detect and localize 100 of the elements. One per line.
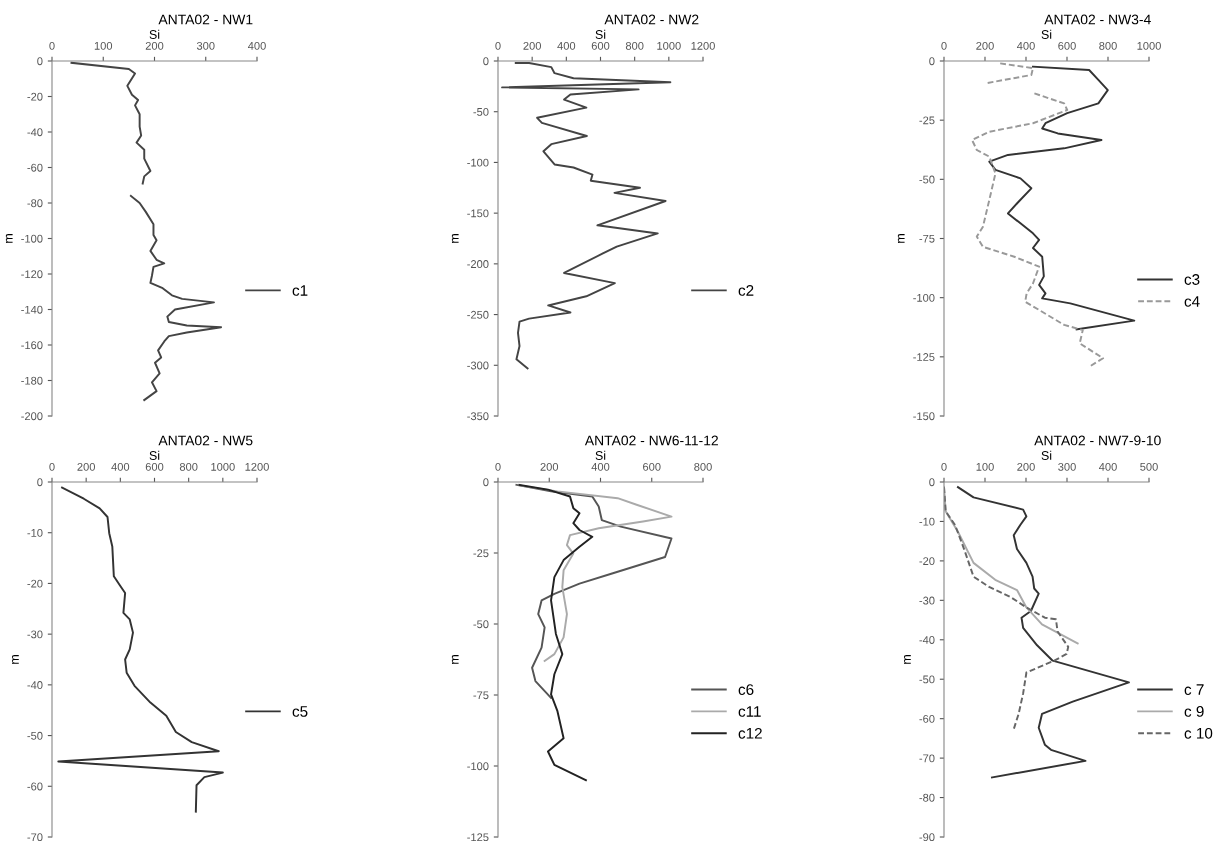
x-tick-label: 400 bbox=[247, 41, 266, 50]
y-tick-label: -100 bbox=[467, 762, 489, 771]
y-tick-label: 0 bbox=[929, 57, 935, 66]
x-tick-label: 600 bbox=[643, 462, 661, 471]
x-tick-label: 200 bbox=[523, 41, 541, 50]
legend-label: c12 bbox=[738, 727, 762, 739]
y-tick-label: -100 bbox=[21, 234, 43, 243]
x-tick-label: 0 bbox=[495, 41, 501, 50]
x-tick-label: 200 bbox=[976, 41, 994, 50]
x-tick-label: 600 bbox=[145, 462, 164, 471]
y-tick-label: -125 bbox=[467, 833, 489, 841]
y-tick-label: -90 bbox=[919, 833, 935, 841]
line-series bbox=[501, 62, 672, 370]
chart-title: ANTA02 - NW5 bbox=[158, 435, 253, 446]
line-series bbox=[518, 484, 673, 662]
y-tick-label: -140 bbox=[21, 305, 43, 314]
x-axis-title: Si bbox=[149, 450, 160, 460]
y-tick-label: -75 bbox=[473, 691, 489, 700]
x-tick-label: 400 bbox=[1016, 41, 1035, 50]
y-tick-label: -40 bbox=[27, 128, 43, 137]
legend-label: c 9 bbox=[1184, 706, 1204, 717]
y-tick-label: 0 bbox=[37, 57, 43, 66]
y-tick-label: -80 bbox=[27, 199, 43, 208]
y-tick-label: -120 bbox=[21, 270, 43, 279]
y-tick-label: -30 bbox=[27, 630, 43, 639]
x-tick-label: 600 bbox=[1058, 41, 1076, 50]
x-axis-title: Si bbox=[595, 29, 606, 39]
x-axis-title: Si bbox=[149, 29, 160, 39]
y-tick-label: -20 bbox=[919, 557, 935, 566]
y-tick-label: -70 bbox=[919, 754, 935, 763]
y-tick-label: -350 bbox=[467, 412, 489, 421]
x-tick-label: 300 bbox=[196, 41, 215, 50]
x-tick-label: 0 bbox=[49, 462, 55, 471]
x-tick-label: 600 bbox=[591, 41, 610, 50]
y-tick-label: -150 bbox=[913, 412, 935, 421]
legend-label: c3 bbox=[1184, 274, 1200, 285]
y-tick-label: -50 bbox=[919, 175, 935, 184]
y-tick-label: 0 bbox=[929, 478, 935, 487]
y-tick-label: -25 bbox=[473, 549, 489, 558]
x-tick-label: 1000 bbox=[657, 41, 681, 50]
y-tick-label: -25 bbox=[919, 116, 935, 125]
y-axis-title: m bbox=[897, 234, 905, 243]
y-tick-label: -10 bbox=[919, 517, 935, 526]
x-tick-label: 1000 bbox=[1137, 41, 1161, 50]
y-tick-label: -150 bbox=[467, 209, 489, 218]
y-tick-label: -50 bbox=[919, 675, 935, 684]
legend-label: c5 bbox=[292, 706, 308, 717]
y-tick-label: -75 bbox=[919, 234, 935, 243]
y-tick-label: -200 bbox=[21, 412, 43, 421]
y-tick-label: -180 bbox=[21, 376, 43, 385]
y-tick-label: -100 bbox=[467, 158, 489, 167]
y-tick-label: -20 bbox=[27, 92, 43, 101]
y-tick-label: -30 bbox=[919, 596, 935, 605]
x-tick-label: 1000 bbox=[211, 462, 235, 471]
x-tick-label: 800 bbox=[1099, 41, 1117, 50]
y-tick-label: -250 bbox=[467, 310, 489, 319]
x-axis-title: Si bbox=[1041, 450, 1052, 460]
y-tick-label: -160 bbox=[21, 341, 43, 350]
y-tick-label: 0 bbox=[483, 57, 489, 66]
y-tick-label: -200 bbox=[467, 260, 489, 268]
y-tick-label: -20 bbox=[27, 579, 43, 588]
x-tick-label: 0 bbox=[495, 462, 501, 471]
chart-title: ANTA02 - NW1 bbox=[158, 14, 253, 25]
y-tick-label: 0 bbox=[37, 478, 43, 487]
x-tick-label: 1200 bbox=[691, 41, 715, 50]
line-series bbox=[57, 486, 224, 813]
y-tick-label: -125 bbox=[913, 353, 935, 361]
y-tick-label: -100 bbox=[913, 293, 935, 302]
y-tick-label: -300 bbox=[467, 361, 489, 370]
y-tick-label: -60 bbox=[27, 782, 43, 791]
chart-title: ANTA02 - NW2 bbox=[604, 14, 699, 25]
x-tick-label: 800 bbox=[694, 462, 712, 471]
line-series bbox=[956, 486, 1130, 779]
y-tick-label: -70 bbox=[27, 833, 43, 841]
line-series bbox=[515, 483, 673, 699]
chart-title: ANTA02 - NW7-9-10 bbox=[1034, 435, 1161, 446]
x-axis-title: Si bbox=[1041, 29, 1052, 39]
x-tick-label: 200 bbox=[1017, 462, 1035, 471]
legend-label: c11 bbox=[738, 706, 761, 717]
x-tick-label: 500 bbox=[1140, 462, 1158, 471]
x-tick-label: 1200 bbox=[245, 462, 269, 471]
y-tick-label: 0 bbox=[483, 478, 489, 487]
x-axis-title: Si bbox=[595, 450, 606, 460]
legend-label: c4 bbox=[1184, 296, 1200, 307]
y-axis-title: m bbox=[904, 655, 911, 664]
legend-label: c6 bbox=[738, 684, 754, 695]
x-tick-label: 0 bbox=[941, 462, 947, 471]
x-tick-label: 200 bbox=[540, 462, 559, 471]
x-tick-label: 0 bbox=[941, 41, 947, 50]
y-axis-title: m bbox=[5, 234, 13, 243]
x-tick-label: 100 bbox=[94, 41, 113, 50]
x-tick-label: 0 bbox=[49, 41, 55, 50]
y-axis-title: m bbox=[12, 655, 19, 664]
line-series bbox=[518, 483, 594, 782]
x-tick-label: 400 bbox=[557, 41, 576, 50]
chart-title: ANTA02 - NW3-4 bbox=[1044, 14, 1151, 25]
x-tick-label: 400 bbox=[111, 462, 130, 471]
y-tick-label: -50 bbox=[473, 107, 489, 116]
x-tick-label: 200 bbox=[145, 41, 164, 50]
legend-label: c 10 bbox=[1184, 727, 1213, 739]
